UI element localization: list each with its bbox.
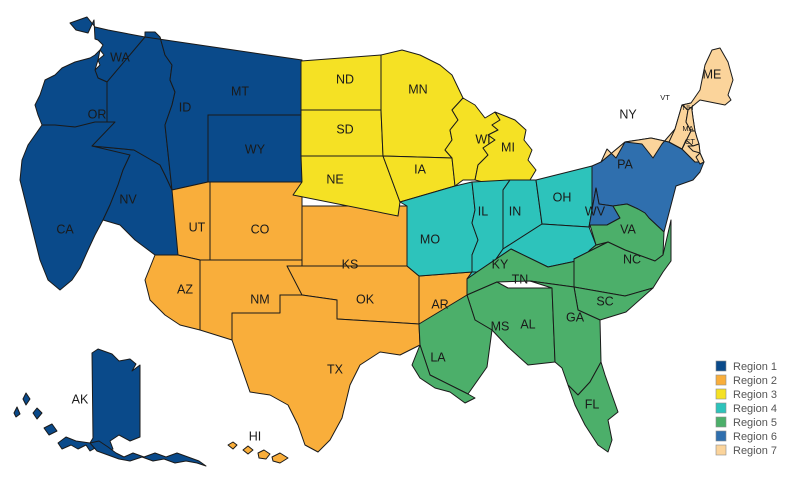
svg-text:ME: ME [703,67,722,81]
svg-text:WI: WI [475,132,490,146]
svg-text:CO: CO [251,222,270,236]
svg-text:TX: TX [327,362,344,376]
svg-text:CA: CA [56,222,74,236]
svg-text:LA: LA [430,350,446,364]
svg-text:Region 5: Region 5 [733,417,777,429]
svg-text:WA: WA [110,50,130,64]
svg-text:MO: MO [420,232,440,246]
svg-text:Region 6: Region 6 [733,431,777,443]
svg-text:VA: VA [620,222,636,236]
svg-text:IA: IA [414,162,426,176]
svg-text:NV: NV [119,192,137,206]
svg-text:IN: IN [509,204,522,218]
svg-text:SD: SD [336,122,353,136]
svg-text:Region 7: Region 7 [733,445,777,457]
svg-text:PA: PA [617,157,633,171]
svg-text:ND: ND [336,72,354,86]
svg-text:ID: ID [179,100,192,114]
svg-text:VT: VT [660,93,670,102]
svg-text:KY: KY [492,257,509,271]
svg-text:WV: WV [585,204,606,218]
svg-text:Region 3: Region 3 [733,389,777,401]
svg-text:Region 2: Region 2 [733,375,777,387]
svg-text:MI: MI [501,140,515,154]
svg-text:MN: MN [408,82,427,96]
svg-text:MT: MT [231,84,249,98]
svg-text:FL: FL [585,397,600,411]
svg-text:NM: NM [250,292,269,306]
svg-text:SC: SC [596,294,613,308]
svg-text:IL: IL [478,204,488,218]
svg-text:OK: OK [356,292,375,306]
svg-text:AZ: AZ [177,282,193,296]
svg-text:NY: NY [619,107,637,121]
svg-text:CT: CT [685,137,695,146]
svg-text:NE: NE [326,172,343,186]
svg-text:OR: OR [88,107,107,121]
svg-text:WY: WY [245,142,266,156]
svg-text:Region 1: Region 1 [733,361,777,373]
svg-text:OH: OH [553,190,572,204]
svg-text:Region 4: Region 4 [733,403,777,415]
svg-text:MA: MA [682,124,693,133]
svg-text:MS: MS [491,319,510,333]
svg-text:TN: TN [512,272,529,286]
svg-text:AR: AR [431,297,448,311]
svg-text:AL: AL [520,317,535,331]
svg-text:NC: NC [623,252,641,266]
svg-text:UT: UT [189,220,206,234]
svg-text:KS: KS [342,257,359,271]
svg-text:AK: AK [72,392,89,406]
svg-text:GA: GA [566,310,585,324]
svg-text:NH: NH [683,103,694,112]
svg-text:HI: HI [249,429,262,443]
